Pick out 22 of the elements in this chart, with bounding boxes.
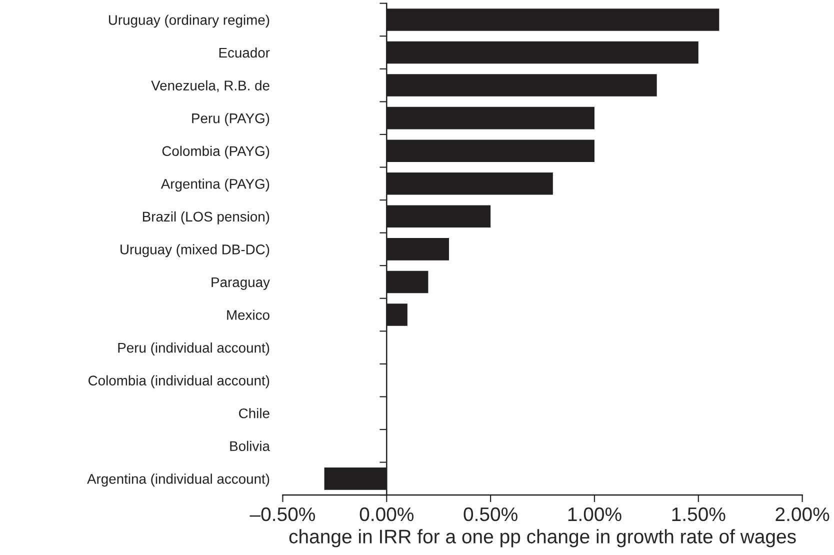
x-tick-label: 1.50% — [672, 507, 726, 522]
y-tick-label: Ecuador — [219, 47, 270, 58]
y-tick-label: Argentina (individual account) — [87, 474, 270, 487]
y-tick-label: Peru (individual account) — [118, 342, 270, 356]
y-tick-label: Brazil (LOS pension) — [142, 211, 270, 224]
y-tick-label: Argentina (PAYG) — [160, 178, 270, 192]
y-tick-label: Colombia (PAYG) — [162, 146, 270, 159]
y-tick-label: Bolivia — [230, 440, 270, 452]
x-tick-label: 1.00% — [568, 507, 622, 522]
y-tick-label: Paraguay — [212, 277, 270, 290]
x-tick-label: 0.50% — [464, 507, 518, 522]
y-tick-label: Uruguay (ordinary regime) — [108, 14, 270, 28]
y-tick-label: Chile — [239, 408, 270, 418]
y-tick-label: Uruguay (mixed DB-DC) — [120, 244, 270, 258]
x-tick-label: 2.00% — [776, 507, 830, 522]
x-axis-title: change in IRR for a one pp change in growth rate of wages — [289, 529, 796, 548]
x-tick-label: –0.50% — [250, 507, 316, 522]
y-tick-label: Mexico — [227, 310, 270, 320]
y-tick-label: Venezuela, R.B. de — [151, 80, 270, 92]
y-tick-label: Colombia (individual account) — [88, 375, 270, 388]
y-tick-label: Peru (PAYG) — [192, 113, 270, 126]
x-tick-label: 0.00% — [360, 507, 414, 522]
